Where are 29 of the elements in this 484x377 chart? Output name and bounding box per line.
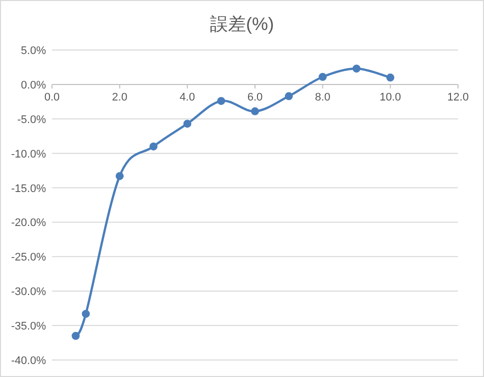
point [318,72,327,81]
point [72,332,80,340]
x-tick-label: 0.0 [44,91,60,104]
y-tick-label: -30.0% [11,286,46,298]
point [183,120,192,128]
point [150,142,158,150]
x-tick-label: 10.0 [380,91,402,104]
y-tick-label: 0.0% [20,79,46,92]
y-tick-label: -40.0% [11,355,46,367]
point [386,74,394,82]
x-tick-label: 4.0 [180,91,195,104]
x-tick-label: 8.0 [315,91,330,104]
y-tick-label: -20.0% [11,217,46,230]
y-tick-label: -5.0% [17,114,46,126]
x-tick-label: 2.0 [112,91,128,104]
x-tick-label: 12.0 [447,91,469,104]
point [217,96,226,105]
point [82,310,90,318]
y-tick-label: 5.0% [20,45,46,57]
y-tick-label: -25.0% [11,252,46,264]
chart-title: 誤差(%) [210,14,274,34]
point [116,172,124,180]
point [352,64,360,73]
y-tick-label: -10.0% [11,148,46,160]
y-tick-label: -15.0% [11,182,46,195]
point [284,92,293,100]
point [251,107,259,116]
x-tick-label: 6.0 [247,91,263,104]
y-tick-label: -35.0% [11,320,46,333]
